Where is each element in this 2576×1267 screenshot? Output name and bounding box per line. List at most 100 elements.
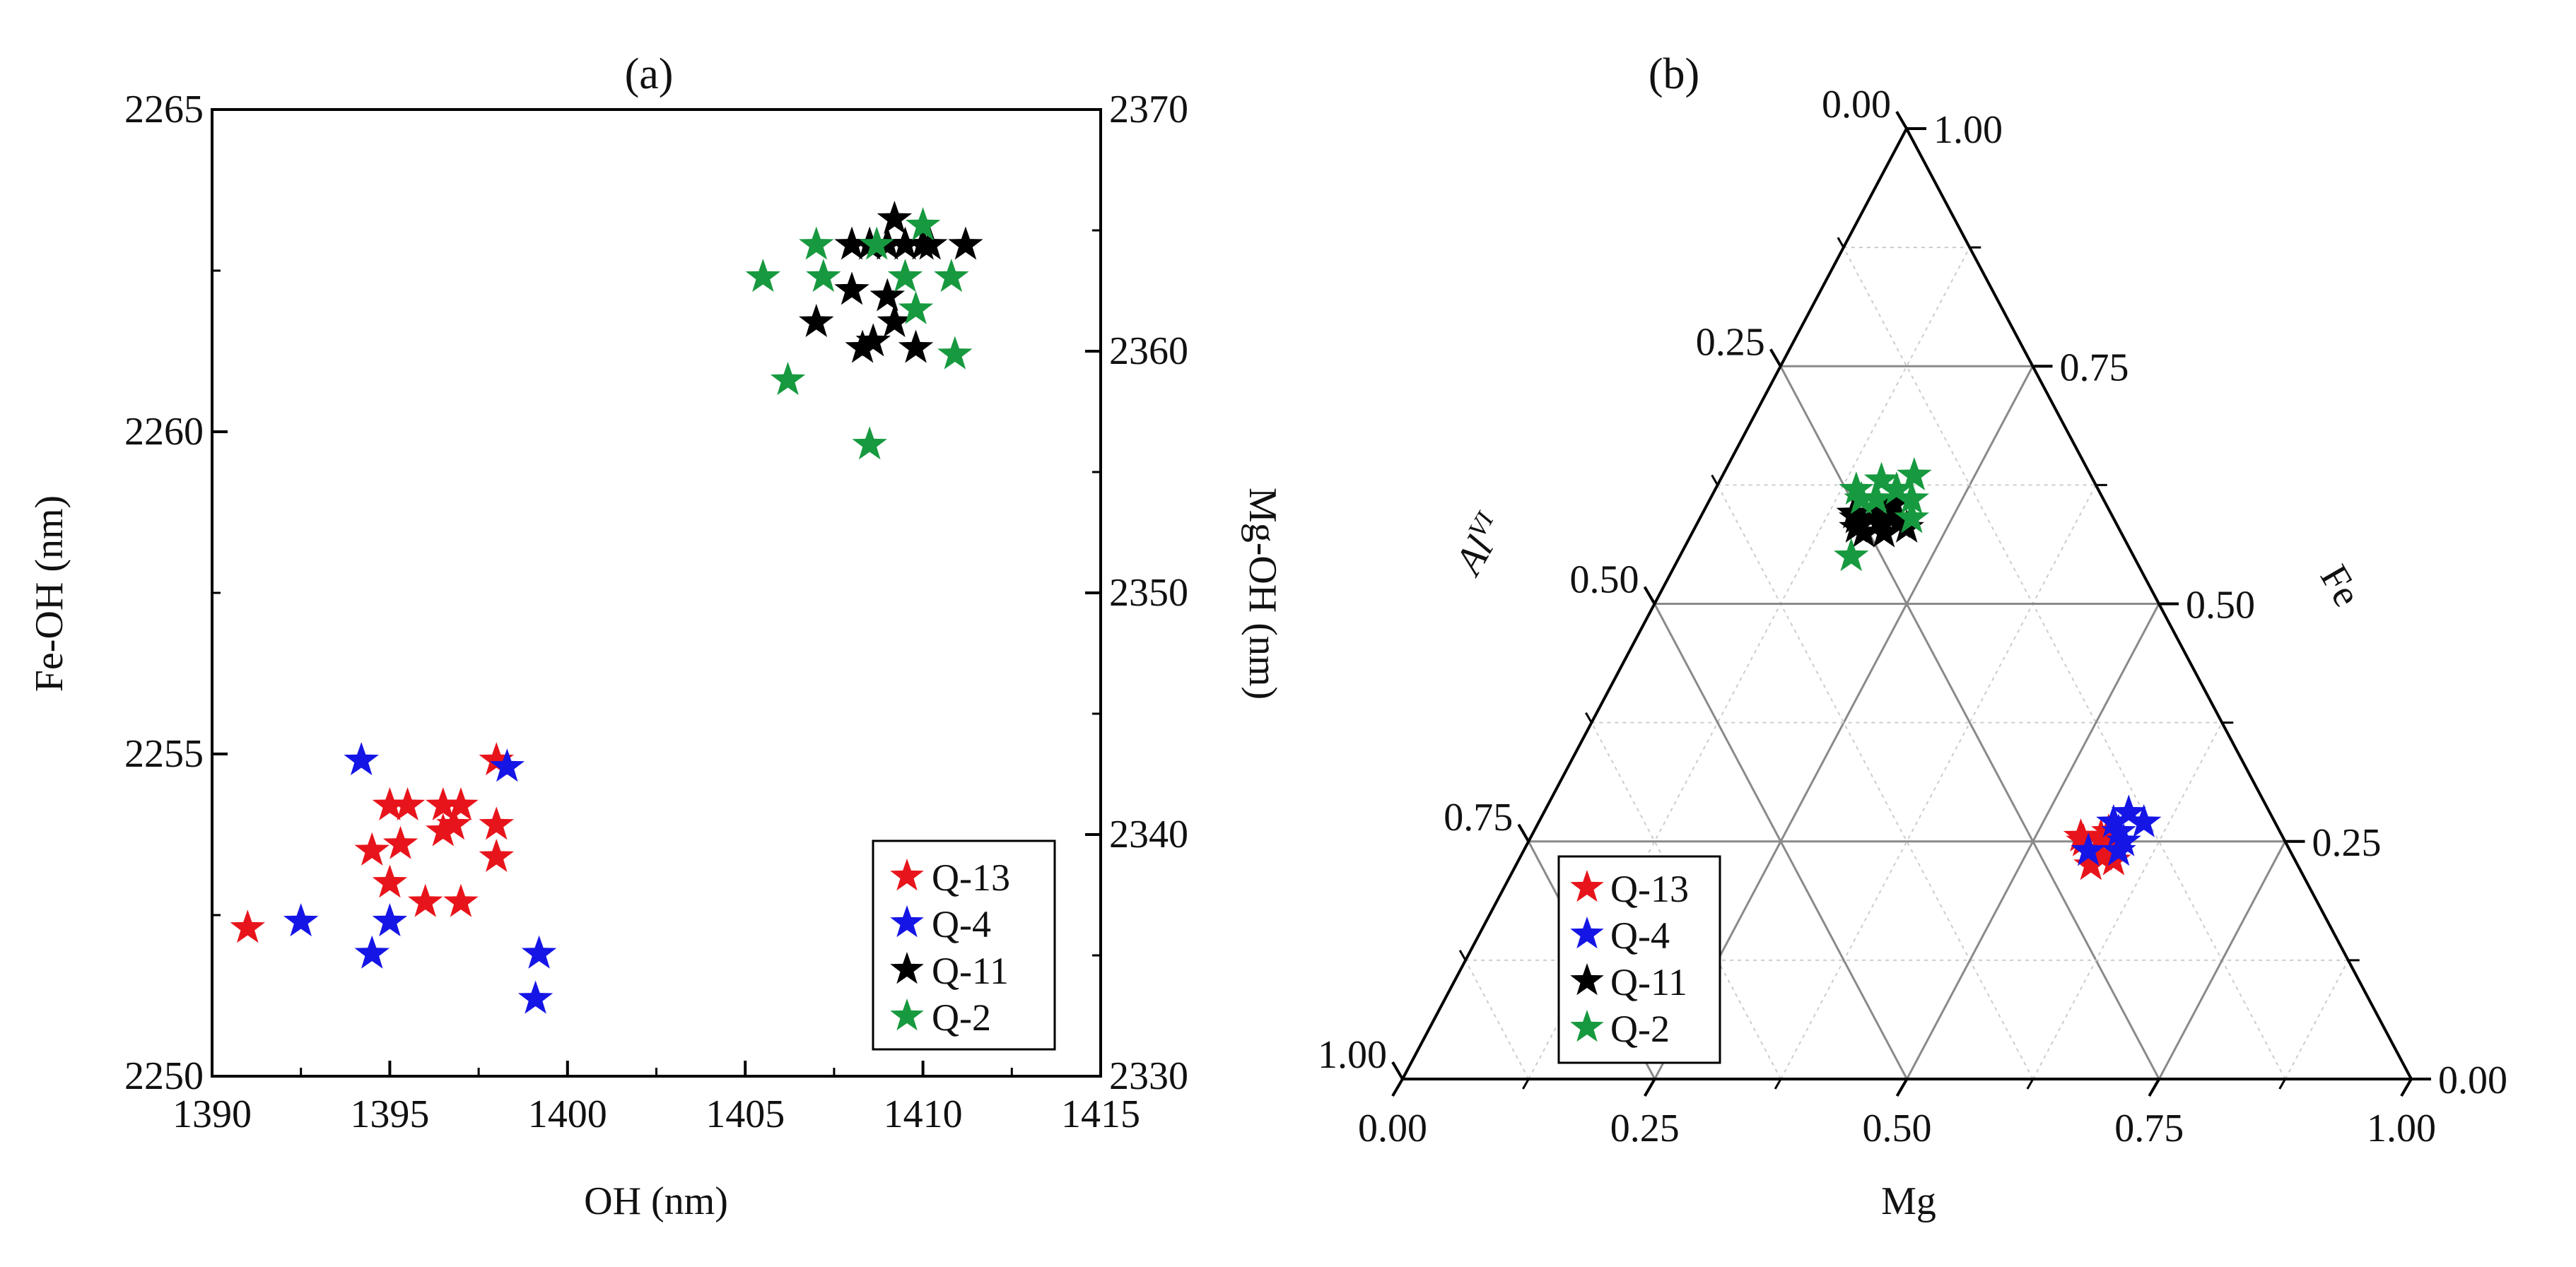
panel-b-bottom-tick-mark xyxy=(2148,1078,2160,1097)
panel-a-x-tick-label: 1400 xyxy=(528,1092,607,1136)
panel-a-x-ticks: 1390 1395 1400 1405 1410 1415 xyxy=(172,1061,1140,1136)
panel-b-minor-grid-line xyxy=(1465,960,1530,1080)
panel-a-point-q-4 xyxy=(521,935,557,969)
panel-b-bottom-minor-tick xyxy=(1774,1078,1782,1090)
panel-b: (b) 0.00 0.00 0.00 0.25 0.25 0.25 0.50 0.50 0.50… xyxy=(1318,50,2507,1223)
panel-a-point-q-13 xyxy=(443,883,479,917)
panel-a-point-q-2 xyxy=(937,336,973,370)
panel-a-point-q-2 xyxy=(852,426,887,460)
panel-b-left-minor-tick xyxy=(1458,950,1467,961)
panel-b-grid-line xyxy=(2158,841,2286,1080)
panel-b-right-axis-label: Fe xyxy=(2312,558,2370,613)
panel-a-point-q-4 xyxy=(283,903,319,937)
panel-a-point-q-13 xyxy=(354,832,390,866)
panel-a-point-q-2 xyxy=(806,259,841,293)
panel-b-tick-labels: 0.00 0.00 0.00 0.25 0.25 0.25 0.50 0.50 0.50 0.75… xyxy=(1318,83,2507,1150)
panel-b-left-tick-label: 1.00 xyxy=(1318,1033,1387,1077)
panel-a-point-q-13 xyxy=(479,806,514,840)
panel-b-left-tick-mark xyxy=(1769,348,1782,367)
panel-b-bottom-tick-mark xyxy=(1895,1078,1909,1097)
panel-a-x-tick-label: 1415 xyxy=(1061,1092,1140,1136)
panel-b-left-axis-main: Al xyxy=(1446,529,1503,584)
panel-a-point-q-13 xyxy=(382,825,418,859)
panel-b-left-tick-label: 0.25 xyxy=(1696,320,1765,364)
panel-a-y2-axis-label: Mg-OH (nm) xyxy=(1241,488,1284,700)
panel-b-bottom-tick-mark xyxy=(1644,1078,1656,1097)
panel-a-point-q-11 xyxy=(834,271,870,305)
panel-b-bottom-minor-tick xyxy=(2278,1078,2286,1090)
panel-b-bottom-tick-label: 0.75 xyxy=(2114,1107,2184,1150)
panel-a-x-tick-label: 1390 xyxy=(172,1092,252,1136)
panel-b-left-minor-tick xyxy=(1711,474,1719,486)
panel-a-y2-tick-label: 2370 xyxy=(1109,88,1188,131)
panel-a-legend: Q-13Q-4 Q-11Q-2 xyxy=(872,839,1056,1051)
panel-b-right-tick-label: 0.00 xyxy=(2438,1059,2507,1102)
panel-a-point-q-13 xyxy=(230,909,266,943)
panel-a-y-axis-label: Fe-OH (nm) xyxy=(28,495,71,692)
panel-b-bottom-minor-tick xyxy=(2026,1078,2035,1090)
panel-a-y2-tick-label: 2340 xyxy=(1109,813,1188,856)
panel-b-point-q-2 xyxy=(1834,538,1869,572)
panel-a-y-ticks: 2250 2255 2260 2265 xyxy=(124,88,228,1098)
panel-a-point-q-2 xyxy=(887,259,923,293)
panel-a-point-q-2 xyxy=(799,226,834,260)
panel-a-legend-label: Q-2 xyxy=(932,996,991,1039)
panel-a-y-tick-label: 2250 xyxy=(124,1054,204,1098)
panel-a-point-q-2 xyxy=(770,362,806,396)
panel-b-minor-grid-line xyxy=(2032,722,2223,1080)
panel-b-minor-grid-line xyxy=(2284,960,2349,1080)
panel-a-y2-tick-label: 2360 xyxy=(1109,329,1188,373)
panel-a-legend-label: Q-11 xyxy=(932,950,1009,992)
panel-b-bottom-tick-label: 0.00 xyxy=(1358,1107,1427,1150)
panel-a-point-q-11 xyxy=(948,226,983,260)
panel-a-x-tick-label: 1410 xyxy=(884,1092,963,1136)
panel-b-bottom-tick-mark xyxy=(2400,1078,2413,1097)
panel-b-points xyxy=(1834,456,2162,880)
panel-b-minor-grid-line xyxy=(1780,484,2097,1080)
panel-a-label: (a) xyxy=(625,50,674,98)
panel-a-point-q-13 xyxy=(479,838,514,872)
panel-b-legend: Q-13Q-4Q-11 Q-2 xyxy=(1557,855,1721,1064)
panel-a-point-q-11 xyxy=(877,201,913,235)
panel-b-grid-line xyxy=(1906,603,2160,1080)
panel-b-left-tick-label: 0.75 xyxy=(1444,796,1513,839)
panel-a: 1390 1395 1400 1405 1410 1415 2250 2255 2260 226… xyxy=(28,50,1284,1223)
panel-b-minor-grid-line xyxy=(1716,484,2034,1080)
panel-a-legend-entries: Q-13Q-4 Q-11Q-2 xyxy=(890,856,1010,1039)
panel-b-legend-label: Q-13 xyxy=(1610,868,1689,910)
panel-b-right-tick-label: 0.50 xyxy=(2186,584,2255,627)
panel-a-y2-tick-label: 2330 xyxy=(1109,1054,1188,1098)
panel-b-grid-line xyxy=(1653,603,1908,1080)
panel-a-point-q-11 xyxy=(799,303,834,337)
panel-a-point-q-13 xyxy=(407,883,443,917)
panel-b-bottom-minor-tick xyxy=(1522,1078,1530,1090)
panel-b-left-tick-label: 0.50 xyxy=(1570,558,1639,602)
panel-a-points xyxy=(230,201,983,1014)
panel-b-right-tick-label: 0.25 xyxy=(2312,821,2382,865)
panel-a-x-axis-label: OH (nm) xyxy=(584,1179,728,1223)
panel-b-bottom-axis-label: Mg xyxy=(1881,1179,1936,1223)
panel-a-point-q-2 xyxy=(745,259,781,293)
panel-a-y-tick-label: 2255 xyxy=(124,732,204,776)
panel-a-point-q-13 xyxy=(372,864,408,898)
panel-a-x-tick-label: 1395 xyxy=(350,1092,429,1136)
panel-a-point-q-2 xyxy=(934,259,969,293)
panel-b-left-tick-mark xyxy=(1895,110,1908,130)
panel-a-point-q-4 xyxy=(344,742,379,776)
panel-b-legend-label: Q-11 xyxy=(1610,961,1687,1003)
panel-b-grid-line xyxy=(1779,365,2160,1080)
panel-b-bottom-tick-label: 1.00 xyxy=(2367,1107,2436,1150)
panel-b-legend-entries: Q-13Q-4Q-11 Q-2 xyxy=(1570,868,1689,1050)
panel-b-bottom-tick-label: 0.50 xyxy=(1863,1107,1932,1150)
panel-b-minor-grid-line xyxy=(1591,722,1782,1080)
panel-b-right-tick-label: 1.00 xyxy=(1933,108,2003,152)
panel-a-legend-label: Q-13 xyxy=(932,856,1010,899)
panel-b-axes xyxy=(1391,110,2431,1097)
panel-a-point-q-4 xyxy=(372,903,408,937)
panel-a-y2-ticks: 2330 2340 2350 2360 2370 xyxy=(1085,88,1188,1098)
panel-b-bottom-tick-label: 0.25 xyxy=(1610,1107,1680,1150)
panel-b-legend-label: Q-2 xyxy=(1610,1008,1670,1050)
panel-b-left-tick-mark xyxy=(1643,586,1656,605)
panel-b-bottom-tick-mark xyxy=(1391,1078,1404,1097)
